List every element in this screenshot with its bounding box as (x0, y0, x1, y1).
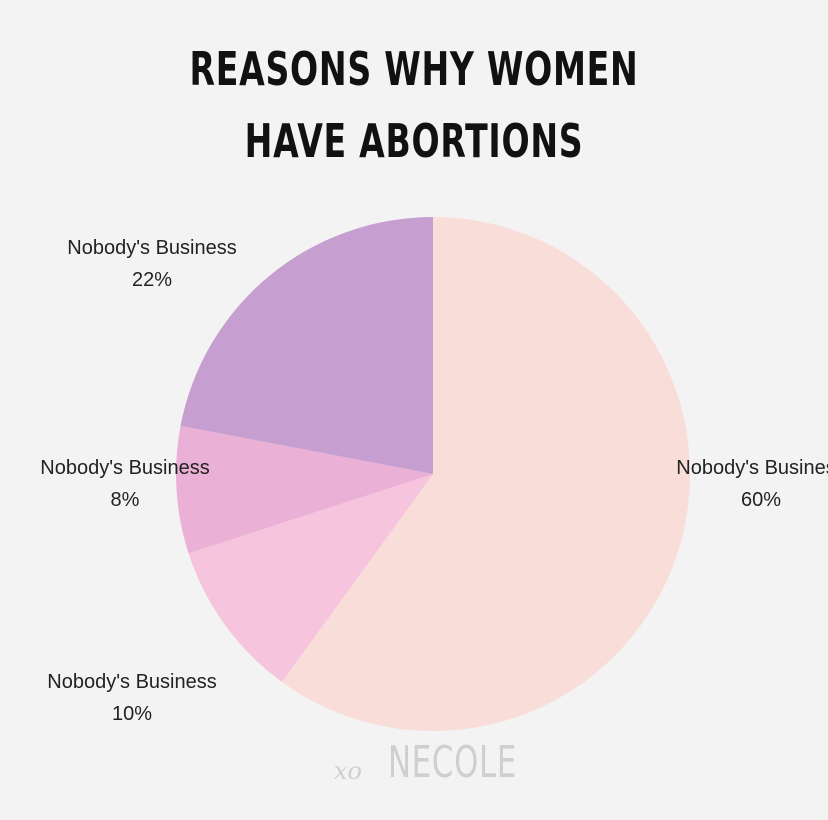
chart-title-line-2: HAVE ABORTIONS (244, 114, 584, 168)
slice-label-8: Nobody's Business 8% (40, 452, 210, 516)
slice-label-value: 22% (131, 269, 173, 291)
brand-watermark: xo NECOLE (330, 735, 516, 795)
slice-label-value: 60% (740, 489, 782, 511)
pie-slice-10-percent (188, 474, 433, 682)
slice-label-22: Nobody's Business 22% (42, 232, 262, 296)
pie-slice-60-percent (281, 217, 690, 731)
slice-label-name: Nobody's Business (47, 671, 217, 693)
slice-label-name: Nobody's Business (67, 237, 237, 259)
slice-label-name: Nobody's Business (676, 457, 828, 479)
slice-label-value: 8% (110, 489, 140, 511)
slice-label-10: Nobody's Business 10% (22, 666, 242, 730)
watermark-script: xo (334, 757, 362, 785)
chart-title-line-1: REASONS WHY WOMEN (189, 42, 639, 96)
slice-label-name: Nobody's Business (40, 457, 210, 479)
watermark-word: NECOLE (388, 737, 518, 788)
pie-slice-8-percent (175, 425, 433, 554)
slice-label-value: 10% (111, 703, 153, 725)
slice-label-60: Nobody's Business 60% (676, 452, 828, 516)
pie-slice-22-percent (180, 217, 433, 474)
